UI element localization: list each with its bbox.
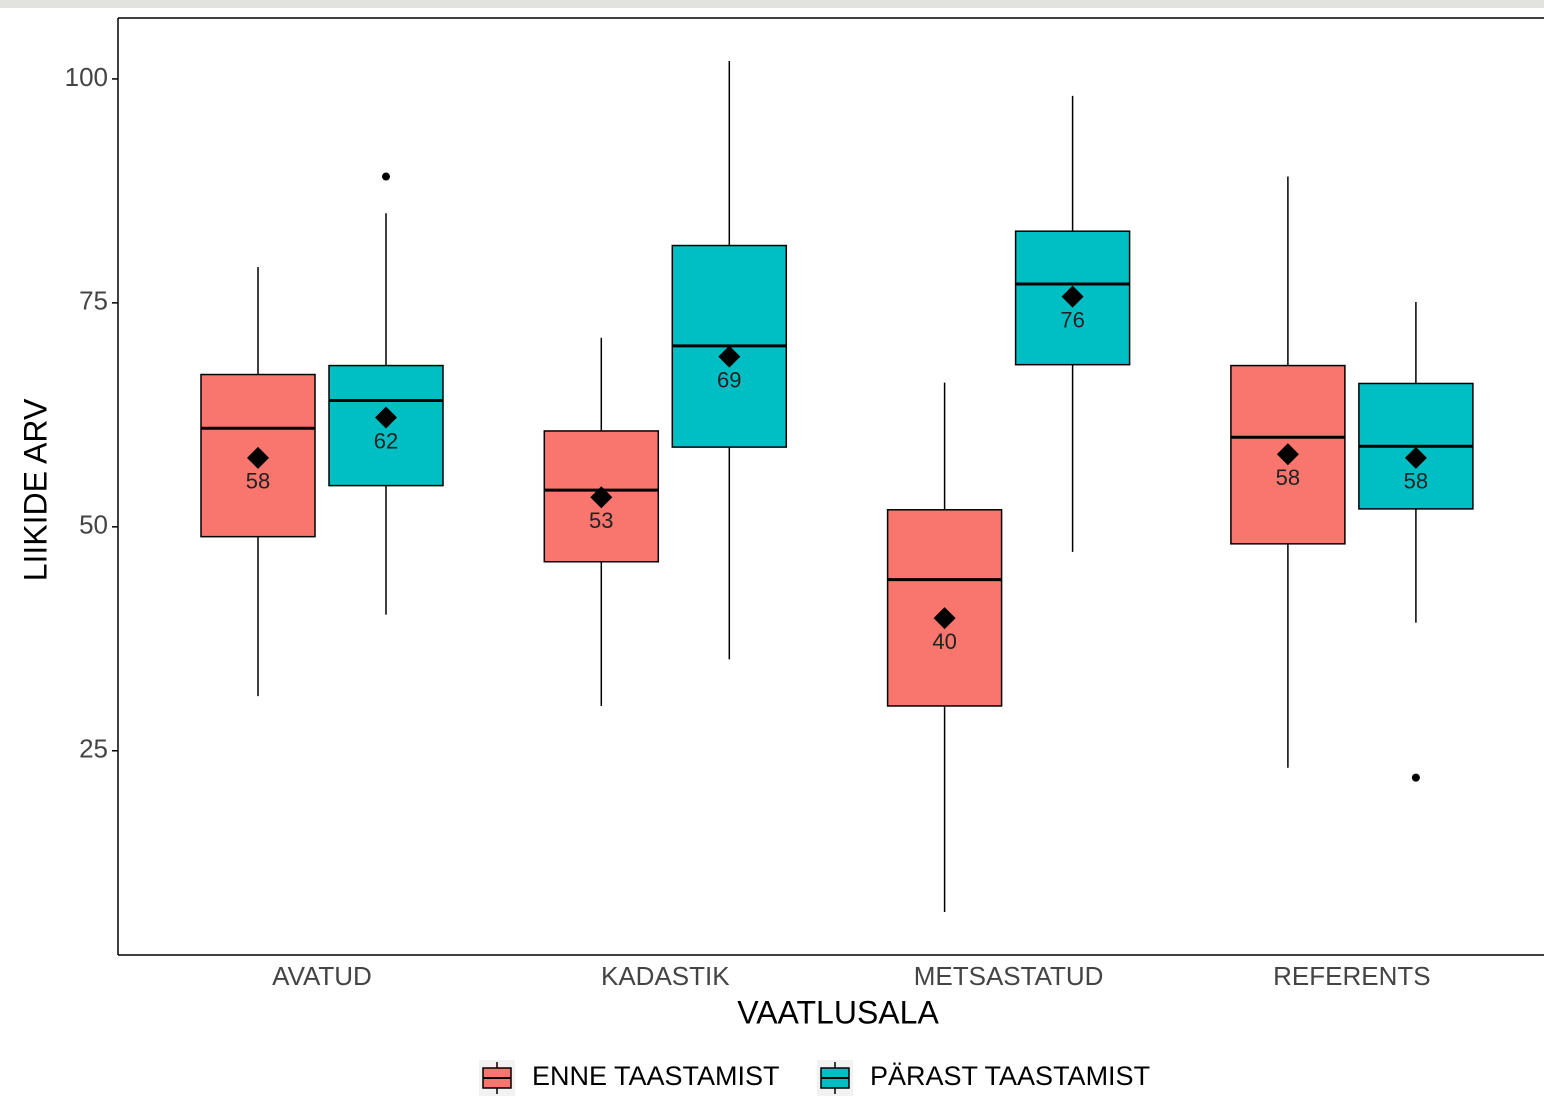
legend-label: PÄRAST TAASTAMIST xyxy=(870,1061,1150,1091)
mean-label: 58 xyxy=(1404,469,1428,494)
mean-marker xyxy=(1404,446,1427,469)
mean-marker xyxy=(933,607,956,630)
mean-marker xyxy=(1276,443,1299,466)
mean-marker xyxy=(590,486,613,509)
mean-marker xyxy=(718,345,741,368)
y-tick-label: 25 xyxy=(79,734,108,764)
outlier xyxy=(1411,773,1420,782)
y-tick-label: 75 xyxy=(79,286,108,316)
mean-marker xyxy=(247,446,269,469)
x-tick-label: KADASTIK xyxy=(601,961,730,991)
x-axis-title: VAATLUSALA xyxy=(737,994,939,1030)
top-strip xyxy=(0,0,1544,8)
outlier xyxy=(382,172,390,181)
x-tick-label: AVATUD xyxy=(272,961,372,991)
mean-label: 62 xyxy=(374,428,398,453)
background xyxy=(0,8,1544,1117)
legend-label: ENNE TAASTAMIST xyxy=(532,1061,780,1091)
y-tick-label: 100 xyxy=(65,62,108,92)
mean-marker xyxy=(375,406,397,429)
y-tick-label: 50 xyxy=(79,510,108,540)
x-tick-label: REFERENTS xyxy=(1273,961,1430,991)
y-axis-title: LIIKIDE ARV xyxy=(17,398,53,581)
mean-label: 40 xyxy=(932,629,956,654)
mean-label: 69 xyxy=(717,367,741,392)
mean-label: 53 xyxy=(589,508,613,533)
mean-label: 76 xyxy=(1060,307,1084,332)
x-tick-label: METSASTATUD xyxy=(914,961,1104,991)
mean-label: 58 xyxy=(1276,465,1300,490)
mean-marker xyxy=(1061,285,1084,308)
box xyxy=(200,373,316,538)
mean-label: 58 xyxy=(246,469,270,494)
